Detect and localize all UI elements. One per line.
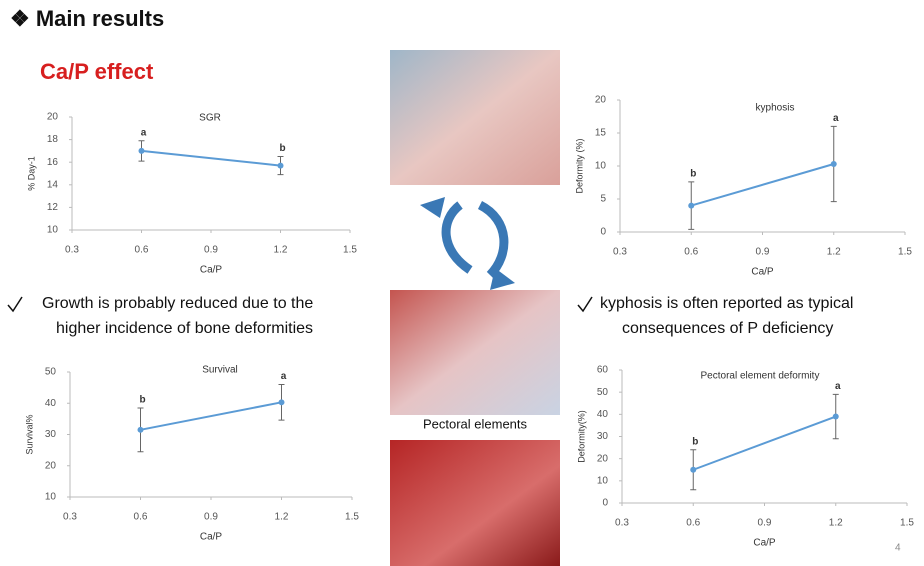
x-tick-label: 0.9 — [758, 518, 772, 529]
x-tick-label: 1.5 — [343, 245, 357, 256]
point — [278, 163, 284, 169]
photo — [390, 290, 560, 415]
y-tick-label: 50 — [597, 387, 609, 398]
y-axis-label: Survival% — [24, 414, 34, 454]
x-axis-label: Ca/P — [200, 532, 223, 543]
y-tick-label: 20 — [597, 453, 609, 464]
y-tick-label: 0 — [602, 498, 608, 509]
y-tick-label: 10 — [45, 492, 57, 503]
x-tick-label: 0.3 — [613, 247, 627, 258]
x-tick-label: 0.3 — [63, 512, 77, 523]
y-tick-label: 30 — [597, 431, 609, 442]
y-tick-label: 14 — [47, 179, 59, 190]
x-axis-label: Ca/P — [751, 267, 774, 278]
y-tick-label: 5 — [600, 194, 606, 205]
y-tick-label: 10 — [597, 475, 609, 486]
arrow — [480, 205, 504, 275]
heading: ❖ Main results — [10, 6, 164, 31]
line — [141, 402, 282, 430]
annotation: a — [281, 371, 287, 382]
bullet-text: higher incidence of bone deformities — [56, 320, 313, 337]
y-axis-label: Deformity(%) — [576, 410, 586, 463]
y-tick-label: 40 — [597, 409, 609, 420]
y-tick-label: 10 — [47, 225, 59, 236]
check — [578, 297, 592, 311]
image-caption: Pectoral elements — [423, 416, 528, 431]
annotation: a — [833, 113, 839, 124]
bullet-text: Growth is probably reduced due to the — [42, 295, 313, 312]
chart-title: Survival — [202, 365, 238, 376]
photo — [390, 440, 560, 566]
y-tick-label: 18 — [47, 134, 59, 145]
annotation: b — [692, 436, 698, 447]
y-tick-label: 20 — [595, 95, 607, 106]
y-tick-label: 12 — [47, 202, 59, 213]
x-axis-label: Ca/P — [200, 265, 223, 276]
y-tick-label: 20 — [45, 460, 57, 471]
x-tick-label: 1.2 — [274, 245, 288, 256]
y-tick-label: 16 — [47, 157, 59, 168]
x-axis-label: Ca/P — [753, 538, 776, 549]
photo — [390, 50, 560, 185]
x-tick-label: 0.3 — [65, 245, 79, 256]
y-tick-label: 0 — [600, 227, 606, 238]
x-tick-label: 0.6 — [135, 245, 149, 256]
point — [138, 427, 144, 433]
x-tick-label: 1.5 — [898, 247, 912, 258]
y-tick-label: 30 — [45, 429, 57, 440]
slide: ❖ Main results Ca/P effect Pectoral elem… — [0, 0, 924, 566]
chart-title: SGR — [199, 113, 221, 124]
annotation: a — [141, 127, 147, 138]
subheading: Ca/P effect — [40, 59, 154, 84]
chart-title: Pectoral element deformity — [701, 371, 820, 382]
y-tick-label: 50 — [45, 367, 57, 378]
line — [691, 164, 834, 206]
point — [139, 148, 145, 154]
arrow-head — [420, 197, 445, 218]
point — [688, 203, 694, 209]
annotation: b — [690, 168, 696, 179]
x-tick-label: 0.9 — [756, 247, 770, 258]
annotation: a — [835, 381, 841, 392]
y-tick-label: 60 — [597, 365, 609, 376]
y-tick-label: 20 — [47, 112, 59, 123]
point — [279, 399, 285, 405]
point — [831, 161, 837, 167]
y-axis-label: % Day-1 — [26, 156, 36, 191]
bullet-text: consequences of P deficiency — [622, 320, 833, 337]
x-tick-label: 0.6 — [134, 512, 148, 523]
annotation: b — [279, 143, 285, 154]
y-axis-label: Deformity (%) — [574, 138, 584, 193]
annotation: b — [139, 395, 145, 406]
x-tick-label: 0.3 — [615, 518, 629, 529]
page-number: 4 — [895, 543, 901, 554]
x-tick-label: 0.9 — [204, 245, 218, 256]
bullet-text: kyphosis is often reported as typical — [600, 295, 853, 312]
x-tick-label: 1.2 — [275, 512, 289, 523]
x-tick-label: 0.6 — [686, 518, 700, 529]
x-tick-label: 0.6 — [684, 247, 698, 258]
point — [833, 414, 839, 420]
y-tick-label: 40 — [45, 398, 57, 409]
line — [693, 417, 836, 470]
check — [8, 297, 22, 311]
x-tick-label: 0.9 — [204, 512, 218, 523]
x-tick-label: 1.5 — [345, 512, 359, 523]
arrow — [446, 205, 470, 270]
line — [142, 151, 281, 166]
chart-title: kyphosis — [756, 103, 795, 114]
x-tick-label: 1.2 — [829, 518, 843, 529]
y-tick-label: 15 — [595, 128, 607, 139]
point — [690, 467, 696, 473]
x-tick-label: 1.2 — [827, 247, 841, 258]
x-tick-label: 1.5 — [900, 518, 914, 529]
y-tick-label: 10 — [595, 161, 607, 172]
